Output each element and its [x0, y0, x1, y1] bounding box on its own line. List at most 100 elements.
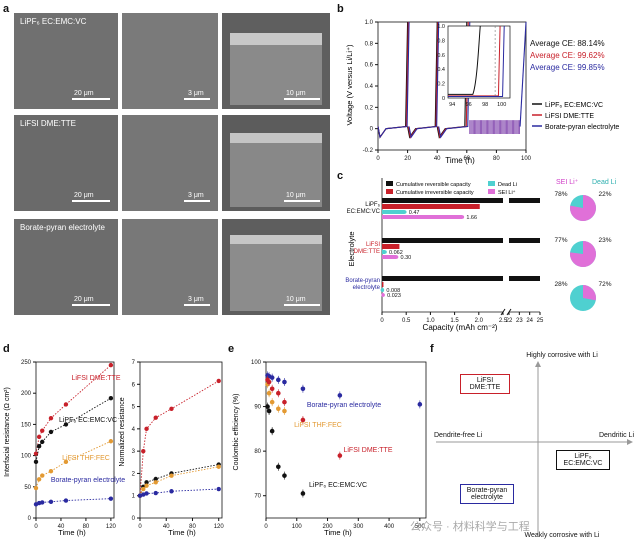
panel-label-e: e — [228, 343, 235, 355]
d-point — [141, 486, 146, 492]
scale-label: 10 μm — [286, 192, 306, 199]
e-point — [266, 379, 272, 385]
c-pie-dead-pct: 23% — [598, 237, 611, 244]
d-label-borate: Borate-pyran electrolyte — [51, 477, 125, 484]
c-group-label: Borate-pyran — [345, 278, 380, 284]
b-inset-xtick: 100 — [497, 102, 506, 108]
c-pie-sei — [570, 241, 596, 267]
d-ytick: 250 — [21, 360, 32, 366]
d-left-ylabel: Interfacial resistance (Ω cm²) — [4, 387, 11, 477]
ce-label-1: Average CE: 88.14% — [530, 39, 605, 48]
pie-header-dead: Dead Li — [592, 179, 617, 186]
d-series-line — [139, 488, 219, 497]
c-pie-sei — [570, 195, 596, 221]
d-series-line — [139, 380, 219, 496]
b-inset-lipf6 — [448, 25, 481, 95]
e-ytick: 90 — [254, 405, 261, 411]
b-xtick: 80 — [493, 156, 500, 162]
b-inset-borate — [448, 25, 505, 98]
watermark-text: 公众号 · 材料科学与工程 — [410, 521, 530, 533]
scale-label: 3 μm — [188, 192, 204, 199]
d-point — [169, 489, 174, 494]
sem-image-borate-low: Borate-pyran electrolyte 20 μm — [14, 219, 118, 315]
b-legend-lipf6: LiPF₆ EC:EMC:VC — [545, 102, 603, 109]
b-ytick: 1.0 — [365, 20, 374, 26]
d-ytick: 100 — [21, 454, 32, 460]
b-xlabel: Time (h) — [445, 156, 475, 165]
e-ytick: 100 — [251, 360, 262, 366]
d-xtick: 120 — [106, 524, 117, 530]
e-point — [276, 377, 281, 383]
c-xtick: 1.0 — [426, 318, 435, 324]
sem-image-lipf6-low: LiPF₆ EC:EMC:VC 20 μm — [14, 13, 118, 109]
panel-label-f: f — [430, 343, 434, 355]
d-point — [141, 448, 146, 454]
c-xtick: 24 — [526, 318, 533, 324]
e-point — [282, 379, 287, 385]
sem-image-lipf6-mid: 3 μm — [122, 13, 218, 109]
c-legend-rev: Cumulative reversible capacity — [396, 182, 471, 188]
d-point — [40, 473, 45, 478]
c-bar-reversible — [382, 198, 503, 203]
e-point — [276, 464, 281, 470]
scale-label: 3 μm — [188, 90, 204, 97]
sem-image-lifsi-mid: 3 μm — [122, 115, 218, 211]
panel-label-a: a — [3, 3, 10, 15]
c-bar-reversible — [382, 276, 503, 281]
c-group-label: LiPF₆ — [365, 202, 380, 208]
e-ytick: 70 — [254, 494, 261, 500]
d-point — [48, 499, 54, 504]
panel-f-map: Highly corrosive with Li Weakly corrosiv… — [432, 352, 636, 540]
d-point — [108, 439, 114, 444]
f-bottom-label: Weakly corrosive with Li — [524, 532, 600, 539]
c-xtick: 1.5 — [450, 318, 459, 324]
b-inset-ytick: 0 — [442, 96, 445, 102]
e-point — [282, 473, 287, 478]
c-xtick: 2.0 — [475, 318, 484, 324]
c-bar-reversible-break — [509, 238, 540, 243]
b-ylabel: Voltage (V versus Li/Li⁺) — [345, 44, 354, 126]
d-ytick: 3 — [132, 449, 136, 455]
e-point — [269, 399, 275, 405]
b-inset-xtick: 96 — [466, 102, 472, 108]
d-point — [36, 434, 42, 440]
b-inset-ytick: 0.2 — [437, 82, 445, 88]
c-pie-dead-pct: 22% — [598, 191, 611, 198]
d-point — [48, 429, 54, 435]
d-point — [153, 490, 158, 496]
d-point — [108, 395, 114, 401]
c-value-sei: 0.023 — [387, 293, 401, 299]
panel-label-c: c — [337, 170, 344, 182]
b-inset-ytick: 0.4 — [437, 67, 445, 73]
e-point — [300, 417, 306, 423]
d-ytick: 6 — [132, 382, 136, 388]
d-point — [153, 415, 158, 420]
e-point — [337, 453, 343, 458]
d-point — [36, 477, 42, 482]
e-ytick: 80 — [254, 449, 261, 455]
d-ytick: 0 — [132, 516, 136, 522]
d-series-line — [35, 440, 112, 489]
c-xtick: 0 — [380, 318, 384, 324]
c-bar-irreversible — [382, 282, 384, 287]
c-bar-irreversible — [382, 244, 400, 249]
b-final-rise — [519, 21, 527, 127]
d-point — [40, 500, 45, 505]
panel-d-resistance-charts: Interfacial resistance (Ω cm²) Time (h) … — [4, 360, 225, 537]
d-right-xlabel: Time (h) — [168, 528, 196, 537]
d-xtick: 0 — [138, 524, 142, 530]
scale-label: 20 μm — [74, 296, 94, 303]
scale-label: 10 μm — [286, 90, 306, 97]
c-pie-dead-pct: 72% — [598, 281, 611, 288]
d-xtick: 120 — [214, 524, 225, 530]
e-point — [266, 390, 272, 396]
d-label-lifsi-dme: LiFSI DME:TTE — [71, 375, 120, 382]
c-bar-reversible — [382, 238, 503, 243]
b-ytick: 0.8 — [365, 41, 374, 47]
e-xtick: 300 — [353, 524, 364, 530]
c-pie-sei-pct: 78% — [554, 191, 567, 198]
d-series-line — [35, 364, 112, 454]
f-box-borate: Borate-pyran electrolyte — [460, 484, 514, 504]
c-legend-irrev: Cumulative irreversible capacity — [396, 190, 474, 196]
e-point — [300, 491, 306, 496]
